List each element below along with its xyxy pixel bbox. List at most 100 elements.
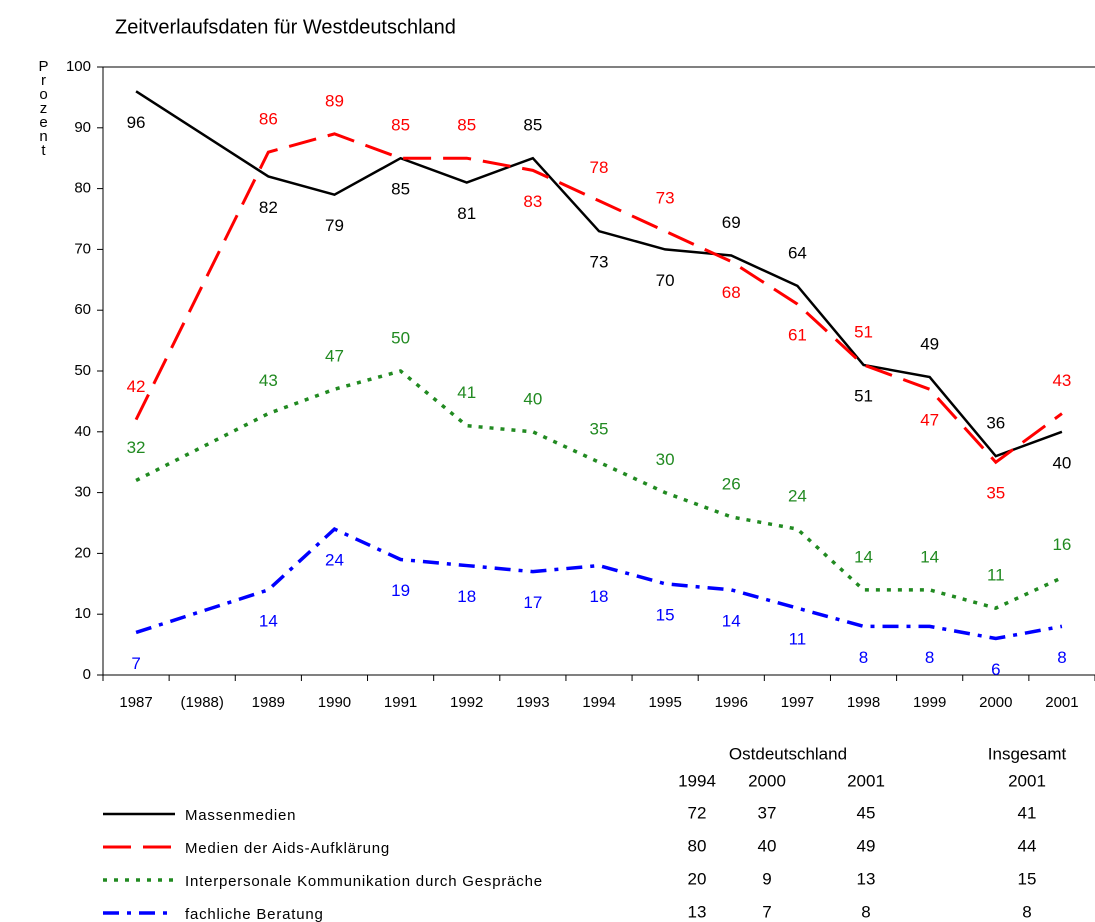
x-tick-label: 1995 (648, 694, 681, 711)
data-label: 86 (259, 110, 278, 129)
table-year: 2001 (1008, 771, 1046, 790)
table-cell: 72 (688, 803, 707, 822)
x-tick-label: 1999 (913, 694, 946, 711)
data-label: 32 (127, 438, 146, 457)
data-label: 96 (127, 113, 146, 132)
data-label: 6 (991, 660, 1000, 679)
data-label: 14 (920, 547, 939, 566)
x-tick-label: 1987 (119, 694, 152, 711)
data-label: 41 (457, 383, 476, 402)
data-label: 78 (590, 158, 609, 177)
x-tick-label: 2000 (979, 694, 1012, 711)
series-line (135, 369, 1063, 610)
table-cell: 13 (857, 869, 876, 888)
x-tick-label: 1992 (450, 694, 483, 711)
y-tick-label: 20 (74, 544, 91, 561)
data-label: 47 (920, 411, 939, 430)
y-tick-label: 0 (83, 666, 91, 683)
y-tick-label: 70 (74, 240, 91, 257)
data-label: 40 (523, 389, 542, 408)
data-label: 16 (1052, 535, 1071, 554)
table-year: 1994 (678, 771, 716, 790)
table-cell: 37 (758, 803, 777, 822)
table-cell: 7 (762, 902, 771, 921)
y-axis-label: Prozent (35, 58, 52, 156)
table-year: 2000 (748, 771, 786, 790)
data-label: 61 (788, 326, 807, 345)
x-tick-label: 1989 (252, 694, 285, 711)
x-tick-label: 1997 (781, 694, 814, 711)
data-label: 69 (722, 213, 741, 232)
y-tick-label: 30 (74, 484, 91, 501)
data-label: 51 (854, 386, 873, 405)
data-label: 18 (590, 587, 609, 606)
chart-title: Zeitverlaufsdaten für Westdeutschland (115, 16, 456, 38)
legend-label: fachliche Beratung (185, 906, 324, 922)
table-cell: 45 (857, 803, 876, 822)
data-label: 14 (259, 611, 278, 630)
data-label: 68 (722, 283, 741, 302)
data-label: 81 (457, 204, 476, 223)
legend-label: Interpersonale Kommunikation durch Gespr… (185, 873, 543, 890)
data-label: 8 (1057, 648, 1066, 667)
data-label: 18 (457, 587, 476, 606)
x-tick-label: 1993 (516, 694, 549, 711)
data-label: 24 (325, 551, 344, 570)
data-label: 73 (590, 253, 609, 272)
data-label: 26 (722, 474, 741, 493)
table-group-header: Ostdeutschland (729, 744, 847, 763)
data-label: 70 (656, 271, 675, 290)
x-tick-label: 1991 (384, 694, 417, 711)
data-label: 85 (391, 116, 410, 135)
data-label: 64 (788, 243, 807, 262)
table-cell: 80 (688, 836, 707, 855)
data-label: 85 (457, 116, 476, 135)
data-label: 73 (656, 189, 675, 208)
table-cell: 13 (688, 902, 707, 921)
data-label: 19 (391, 581, 410, 600)
y-tick-label: 60 (74, 301, 91, 318)
y-tick-label: 100 (66, 58, 91, 75)
data-label: 82 (259, 198, 278, 217)
y-tick-label: 10 (74, 605, 91, 622)
data-label: 30 (656, 450, 675, 469)
data-label: 89 (325, 91, 344, 110)
data-label: 17 (523, 593, 542, 612)
y-tick-label: 80 (74, 180, 91, 197)
legend-label: Massenmedien (185, 807, 296, 824)
data-label: 15 (656, 605, 675, 624)
data-label: 83 (523, 192, 542, 211)
table-cell: 44 (1018, 836, 1037, 855)
x-tick-label: 1998 (847, 694, 880, 711)
y-tick-label: 40 (74, 423, 91, 440)
table-year: 2001 (847, 771, 885, 790)
data-label: 36 (986, 414, 1005, 433)
y-tick-label: 50 (74, 362, 91, 379)
data-label: 79 (325, 216, 344, 235)
table-group-header: Insgesamt (988, 744, 1067, 763)
data-label: 85 (523, 116, 542, 135)
data-label: 47 (325, 347, 344, 366)
data-label: 11 (987, 566, 1005, 585)
data-label: 14 (854, 547, 873, 566)
data-label: 24 (788, 487, 807, 506)
data-label: 42 (127, 377, 146, 396)
data-label: 43 (259, 371, 278, 390)
data-label: 14 (722, 611, 741, 630)
x-tick-label: 1990 (318, 694, 351, 711)
series-line (135, 90, 1063, 458)
table-cell: 41 (1018, 803, 1037, 822)
data-label: 50 (391, 328, 410, 347)
table-cell: 8 (861, 902, 870, 921)
y-tick-label: 90 (74, 119, 91, 136)
table-cell: 20 (688, 869, 707, 888)
data-label: 35 (986, 484, 1005, 503)
table-cell: 49 (857, 836, 876, 855)
x-tick-label: 1996 (715, 694, 748, 711)
data-label: 35 (590, 420, 609, 439)
data-label: 51 (854, 322, 873, 341)
x-tick-label: 2001 (1045, 694, 1078, 711)
legend-label: Medien der Aids-Aufklärung (185, 840, 390, 857)
